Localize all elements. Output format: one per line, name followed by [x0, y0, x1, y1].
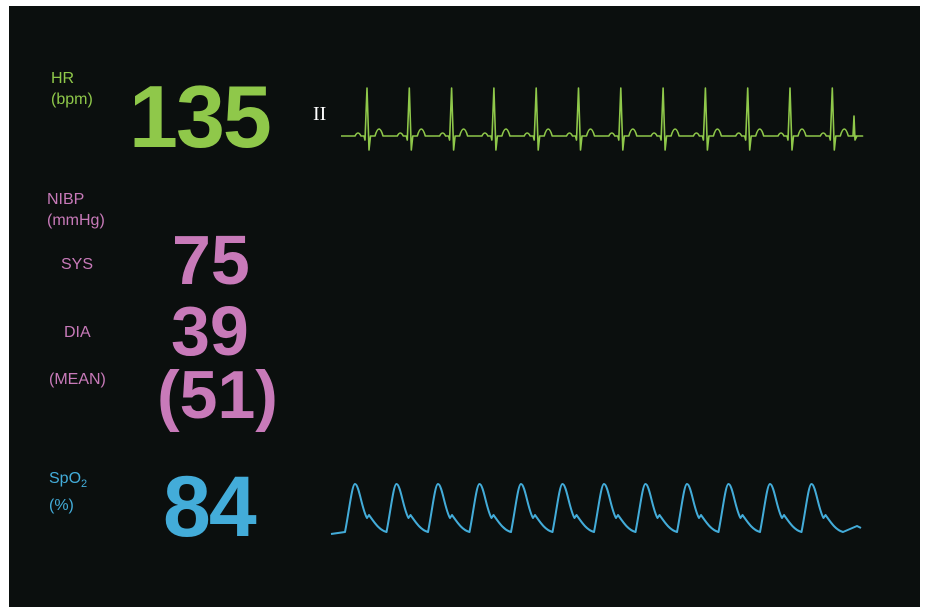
spo2-label-unit: (%)	[49, 497, 74, 515]
nibp-sys-label: SYS	[61, 256, 94, 273]
nibp-label: NIBP (mmHg)	[47, 189, 105, 231]
nibp-mean-label: (MEAN)	[49, 371, 106, 388]
hr-value: 135	[129, 67, 272, 166]
nibp-sys-value: 75	[172, 221, 250, 299]
nibp-dia-value: 39	[171, 292, 249, 370]
ecg-waveform	[341, 87, 864, 151]
ecg-lead-label: II	[313, 103, 327, 125]
pleth-waveform	[330, 483, 862, 535]
hr-label-unit: (bpm)	[51, 91, 93, 108]
nibp-label-title: NIBP	[47, 191, 85, 208]
ecg-trace	[341, 87, 864, 151]
spo2-label-main: SpO	[49, 470, 82, 487]
nibp-label-unit: (mmHg)	[47, 212, 105, 229]
hr-label-title: HR	[51, 70, 75, 87]
spo2-value: 84	[163, 459, 257, 555]
pleth-trace	[330, 483, 862, 535]
spo2-label: SpO2 (%)	[49, 468, 87, 516]
monitor-screen: HR (bpm) 135 II NIBP (mmHg) SYS 75 DIA 3…	[9, 6, 920, 607]
spo2-label-title: SpO2	[49, 468, 87, 495]
hr-label: HR (bpm)	[51, 68, 93, 110]
spo2-label-sub: 2	[81, 478, 88, 491]
nibp-dia-label: DIA	[64, 324, 91, 341]
nibp-mean-value: (51)	[157, 357, 278, 433]
